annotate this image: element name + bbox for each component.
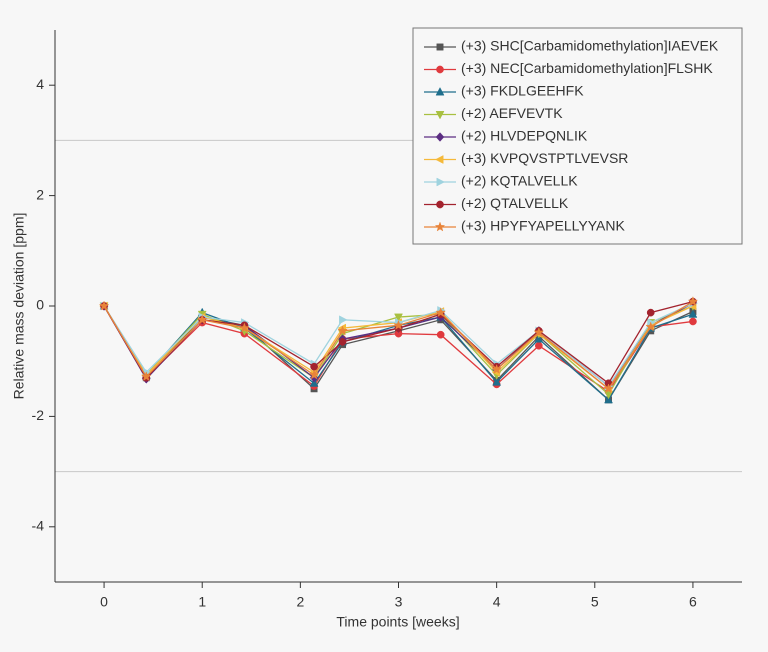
y-axis-label: Relative mass deviation [ppm]	[11, 213, 27, 400]
series	[100, 297, 697, 388]
x-tick-label: 3	[395, 594, 403, 610]
legend-marker	[436, 65, 444, 74]
y-tick-label: 4	[36, 76, 44, 92]
marker	[688, 309, 698, 318]
x-axis-label: Time points [weeks]	[336, 614, 459, 630]
marker	[196, 314, 208, 325]
marker	[239, 322, 250, 333]
marker	[689, 317, 697, 326]
legend-label: (+2) QTALVELLK	[461, 195, 569, 211]
legend-label: (+3) SHC[Carbamidomethylation]IAEVEK	[461, 38, 719, 54]
marker	[308, 369, 320, 380]
legend-label: (+2) AEFVEVTK	[461, 105, 563, 121]
legend-marker	[435, 87, 445, 96]
legend-marker	[435, 111, 445, 120]
legend-marker	[436, 43, 444, 51]
series	[99, 298, 698, 391]
legend-marker	[435, 132, 445, 142]
marker	[645, 321, 656, 332]
legend: (+3) SHC[Carbamidomethylation]IAEVEK (+3)…	[412, 27, 743, 245]
marker	[534, 341, 543, 350]
marker	[393, 319, 404, 330]
y-tick-label: -2	[32, 407, 45, 423]
marker	[338, 338, 347, 346]
x-tick-label: 4	[493, 594, 501, 610]
legend-marker	[434, 221, 446, 232]
marker	[687, 296, 699, 307]
series	[100, 298, 698, 391]
x-tick-label: 1	[198, 594, 206, 610]
legend-box	[412, 27, 743, 245]
legend-label: (+2) HLVDEPQNLIK	[461, 128, 588, 144]
marker	[646, 308, 655, 317]
legend-label: (+3) KVPQVSTPTLVEVSR	[461, 150, 628, 166]
x-tick-label: 0	[100, 594, 108, 610]
marker	[533, 326, 545, 337]
marker	[603, 383, 614, 394]
marker	[98, 300, 110, 311]
legend-marker	[435, 155, 444, 164]
marker	[141, 371, 152, 382]
marker	[492, 377, 502, 386]
legend-label: (+3) HPYFYAPELLYYANK	[461, 218, 625, 234]
legend-label: (+2) KQTALVELLK	[461, 173, 578, 189]
marker	[337, 325, 348, 336]
marker	[491, 363, 502, 374]
legend-marker	[436, 177, 445, 187]
marker	[394, 313, 403, 322]
x-tick-label: 2	[296, 594, 304, 610]
y-tick-label: 2	[36, 186, 44, 202]
x-tick-label: 6	[689, 594, 697, 610]
x-tick-label: 5	[591, 594, 599, 610]
legend-label: (+3) FKDLGEEHFK	[461, 83, 584, 99]
marker	[310, 362, 318, 371]
y-tick-label: 0	[36, 297, 44, 313]
marker	[435, 307, 446, 318]
series	[98, 296, 699, 394]
legend-label: (+3) NEC[Carbamidomethylation]FLSHK	[461, 60, 713, 76]
marker	[339, 315, 348, 325]
marker	[436, 330, 445, 339]
y-tick-label: -4	[32, 518, 45, 534]
legend-marker	[436, 200, 444, 209]
